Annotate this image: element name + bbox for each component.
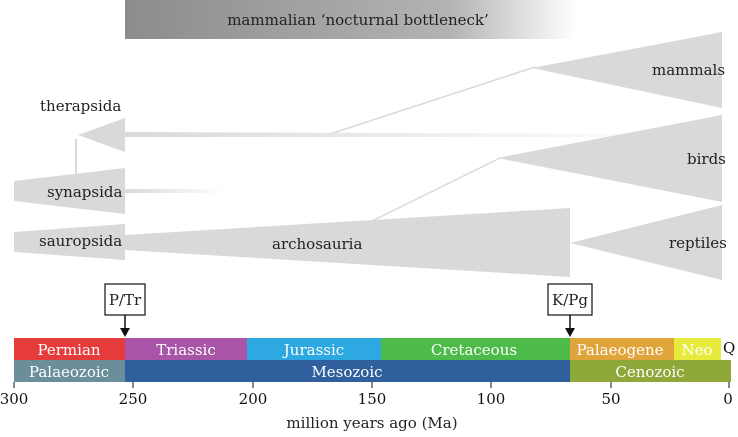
tick-label-300: 300 [0, 390, 28, 408]
reptiles-clade [570, 205, 722, 280]
nocturnal-bottleneck-banner [125, 0, 577, 39]
era-cenozoic [570, 360, 731, 382]
period-row: Permian Triassic Jurassic Cretaceous Pal… [14, 338, 735, 360]
kpg-event-box [547, 283, 593, 316]
kpg-arrow-head [565, 328, 575, 337]
tick-label-250: 250 [119, 390, 148, 408]
period-palaeogene [570, 338, 674, 360]
ptr-event-marker: P/Tr [104, 283, 146, 337]
clade-shapes [14, 32, 722, 280]
birds-label: birds [687, 150, 726, 168]
kpg-event-label: K/Pg [552, 291, 588, 309]
sauropsida-clade [14, 224, 125, 260]
birds-clade [497, 115, 722, 202]
period-neo [674, 338, 721, 360]
era-palaeozoic-label: Palaeozoic [29, 363, 109, 381]
era-mesozoic-label: Mesozoic [311, 363, 382, 381]
therapsida-label: therapsida [40, 97, 121, 115]
period-neo-label: Neo [681, 341, 712, 359]
reptiles-label: reptiles [669, 234, 727, 252]
period-cretaceous-label: Cretaceous [431, 341, 517, 359]
period-triassic [125, 338, 247, 360]
tick-label-50: 50 [601, 390, 620, 408]
era-palaeozoic [14, 360, 125, 382]
therapsida-clade [78, 118, 125, 152]
period-jurassic-label: Jurassic [282, 341, 344, 359]
archosauria-clade [125, 208, 570, 277]
era-mesozoic [125, 360, 570, 382]
time-axis: 300 250 200 150 100 50 0 million years a… [0, 382, 733, 432]
synapsida-lineage-fade [125, 189, 225, 193]
axis-label: million years ago (Ma) [286, 414, 457, 432]
nocturnal-bottleneck-label: mammalian ‘nocturnal bottleneck’ [227, 11, 489, 29]
mammals-clade [532, 32, 722, 108]
synapsida-label: synapsida [47, 183, 122, 201]
archosauria-label: archosauria [272, 235, 362, 253]
therapsida-lineage-line [125, 132, 680, 137]
period-cretaceous [381, 338, 570, 360]
era-row: Palaeozoic Mesozoic Cenozoic [14, 360, 731, 382]
mammals-label: mammals [652, 61, 725, 79]
tick-label-100: 100 [477, 390, 506, 408]
period-permian-label: Permian [37, 341, 100, 359]
synapsida-clade [14, 168, 125, 214]
sauropsida-label: sauropsida [39, 232, 122, 250]
bird-diverge-line [369, 157, 501, 223]
period-q-label: Q [723, 339, 735, 357]
ptr-event-label: P/Tr [109, 291, 142, 309]
period-permian [14, 338, 125, 360]
period-palaeogene-label: Palaeogene [576, 341, 663, 359]
mammal-diverge-line [329, 66, 536, 135]
tick-label-150: 150 [358, 390, 387, 408]
period-triassic-label: Triassic [156, 341, 216, 359]
kpg-event-marker: K/Pg [547, 283, 593, 337]
ptr-arrow-head [120, 328, 130, 337]
tick-label-0: 0 [723, 390, 733, 408]
tick-label-200: 200 [239, 390, 268, 408]
period-jurassic [247, 338, 381, 360]
era-cenozoic-label: Cenozoic [615, 363, 684, 381]
